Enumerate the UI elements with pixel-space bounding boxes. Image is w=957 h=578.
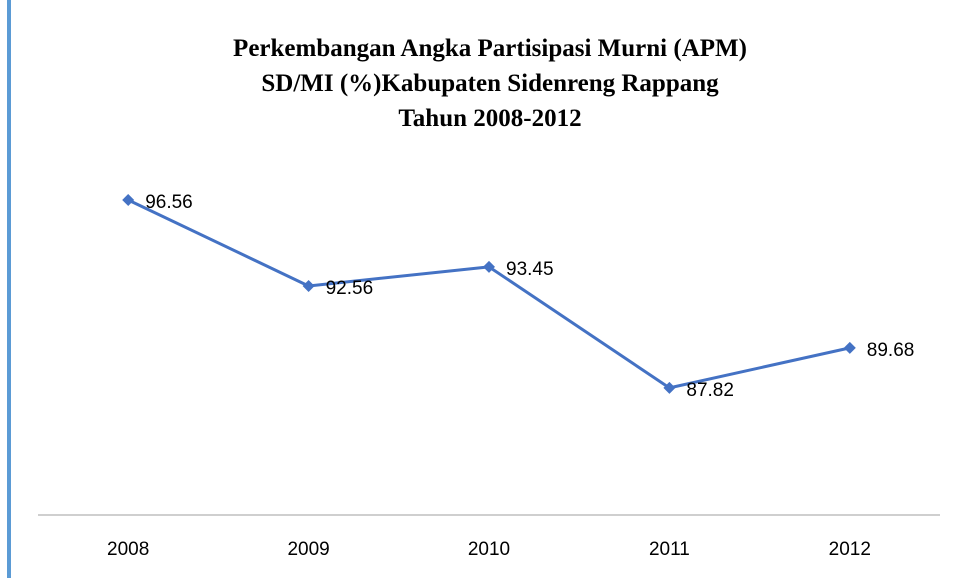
x-tick-label: 2009 bbox=[287, 539, 329, 560]
chart-title-line: Tahun 2008-2012 bbox=[398, 105, 581, 132]
data-label: 87.82 bbox=[686, 380, 734, 401]
chart-title-line: SD/MI (%)Kabupaten Sidenreng Rappang bbox=[261, 70, 719, 97]
x-tick-label: 2011 bbox=[649, 539, 690, 560]
line-series bbox=[127, 198, 851, 390]
marker bbox=[843, 341, 856, 354]
marker bbox=[122, 193, 135, 206]
x-tick-label: 2010 bbox=[468, 539, 510, 560]
marker bbox=[663, 381, 676, 394]
data-label: 96.56 bbox=[145, 192, 193, 213]
x-tick-label: 2008 bbox=[107, 539, 149, 560]
marker bbox=[483, 260, 495, 273]
data-label: 92.56 bbox=[326, 278, 374, 299]
chart-title-line: Perkembangan Angka Partisipasi Murni (AP… bbox=[233, 35, 747, 62]
data-label: 89.68 bbox=[867, 340, 915, 361]
x-tick-label: 2012 bbox=[829, 539, 871, 560]
marker bbox=[302, 279, 315, 292]
data-label: 93.45 bbox=[506, 259, 554, 280]
